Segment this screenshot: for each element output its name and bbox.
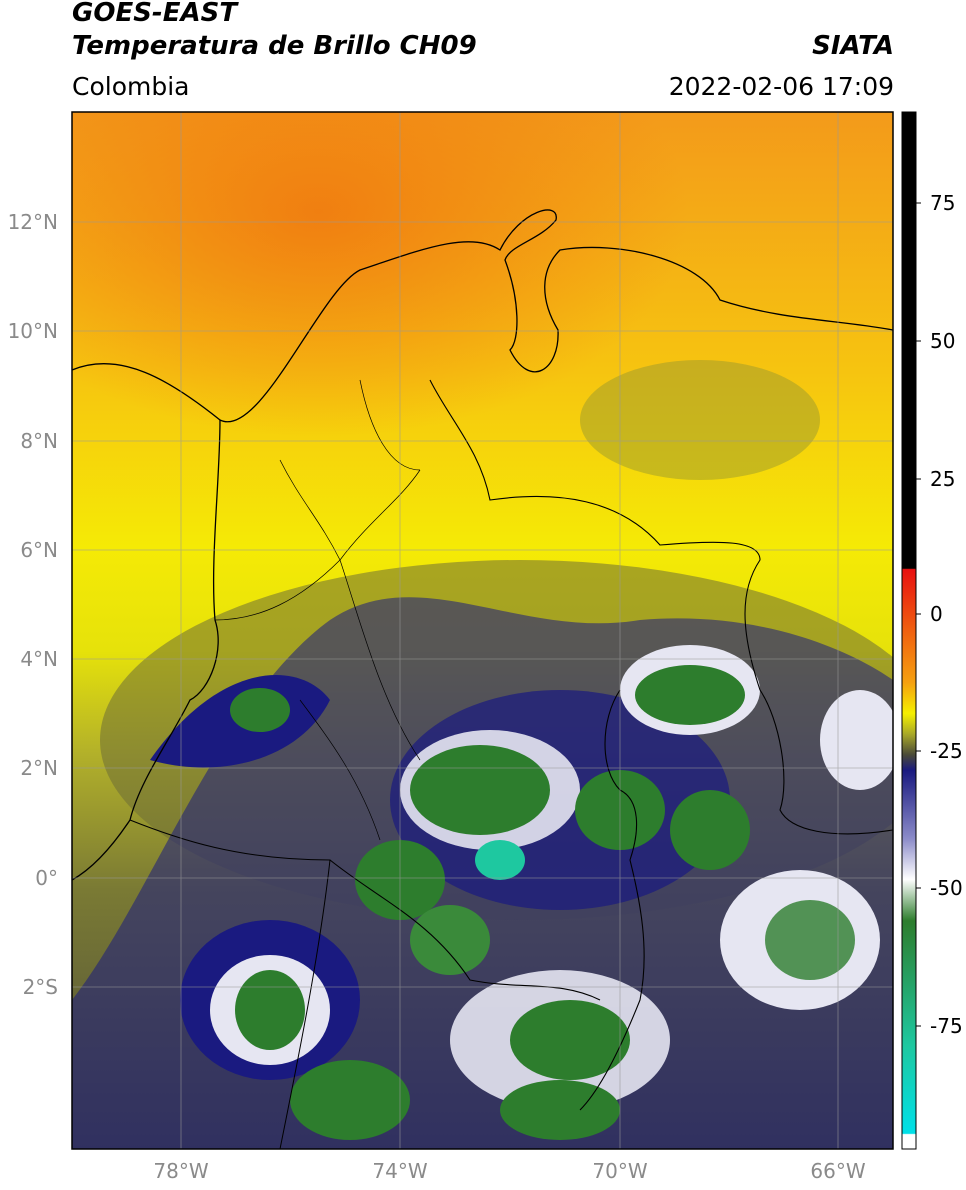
- map-frame: [71, 111, 894, 1150]
- lat-label: 6°N: [20, 538, 58, 562]
- brightness-temperature-field: [72, 112, 893, 1149]
- lat-label: 12°N: [8, 210, 58, 234]
- colorbar-tick: 0: [930, 602, 943, 626]
- latitude-labels: 12°N 10°N 8°N 6°N 4°N 2°N 0° 2°S: [8, 210, 58, 999]
- longitude-labels: 78°W 74°W 70°W 66°W: [153, 1159, 865, 1183]
- colorbar-tick: 25: [930, 467, 955, 491]
- lat-label: 4°N: [20, 647, 58, 671]
- colorbar-tick: 50: [930, 329, 955, 353]
- lon-label: 78°W: [153, 1159, 208, 1183]
- timestamp-label: 2022-02-06 17:09: [668, 72, 894, 101]
- satellite-title: GOES-EAST: [72, 0, 238, 28]
- colorbar-tick: -25: [930, 739, 963, 763]
- lon-label: 74°W: [372, 1159, 427, 1183]
- lon-label: 70°W: [592, 1159, 647, 1183]
- colorbar-scale: [901, 111, 917, 1150]
- colorbar: 75 50 25 0 -25 -50 -75: [901, 111, 963, 1150]
- colorbar-tick: 75: [930, 191, 955, 215]
- lat-label: 2°S: [23, 975, 58, 999]
- lat-label: 8°N: [20, 429, 58, 453]
- lat-label: 0°: [35, 866, 58, 890]
- lat-label: 10°N: [8, 319, 58, 343]
- colorbar-tick: -75: [930, 1014, 963, 1038]
- lat-label: 2°N: [20, 756, 58, 780]
- product-title: Temperatura de Brillo CH09: [72, 31, 477, 61]
- region-label: Colombia: [72, 72, 190, 101]
- lon-label: 66°W: [810, 1159, 865, 1183]
- colorbar-tick: -50: [930, 876, 963, 900]
- graticule: [72, 112, 893, 1149]
- source-label: SIATA: [812, 31, 894, 61]
